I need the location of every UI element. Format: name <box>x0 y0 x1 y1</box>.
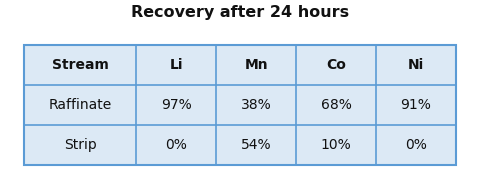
Text: 54%: 54% <box>241 138 272 152</box>
Text: Li: Li <box>169 58 183 72</box>
Text: Recovery after 24 hours: Recovery after 24 hours <box>131 5 349 20</box>
Text: 0%: 0% <box>405 138 427 152</box>
Text: Mn: Mn <box>244 58 268 72</box>
Text: Ni: Ni <box>408 58 424 72</box>
Text: Raffinate: Raffinate <box>48 98 112 112</box>
Text: 38%: 38% <box>241 98 272 112</box>
Text: 10%: 10% <box>321 138 351 152</box>
Text: Strip: Strip <box>64 138 96 152</box>
Text: 0%: 0% <box>165 138 187 152</box>
Text: Stream: Stream <box>52 58 108 72</box>
Text: 97%: 97% <box>161 98 192 112</box>
Text: 91%: 91% <box>401 98 432 112</box>
Text: Co: Co <box>326 58 346 72</box>
Text: 68%: 68% <box>321 98 351 112</box>
